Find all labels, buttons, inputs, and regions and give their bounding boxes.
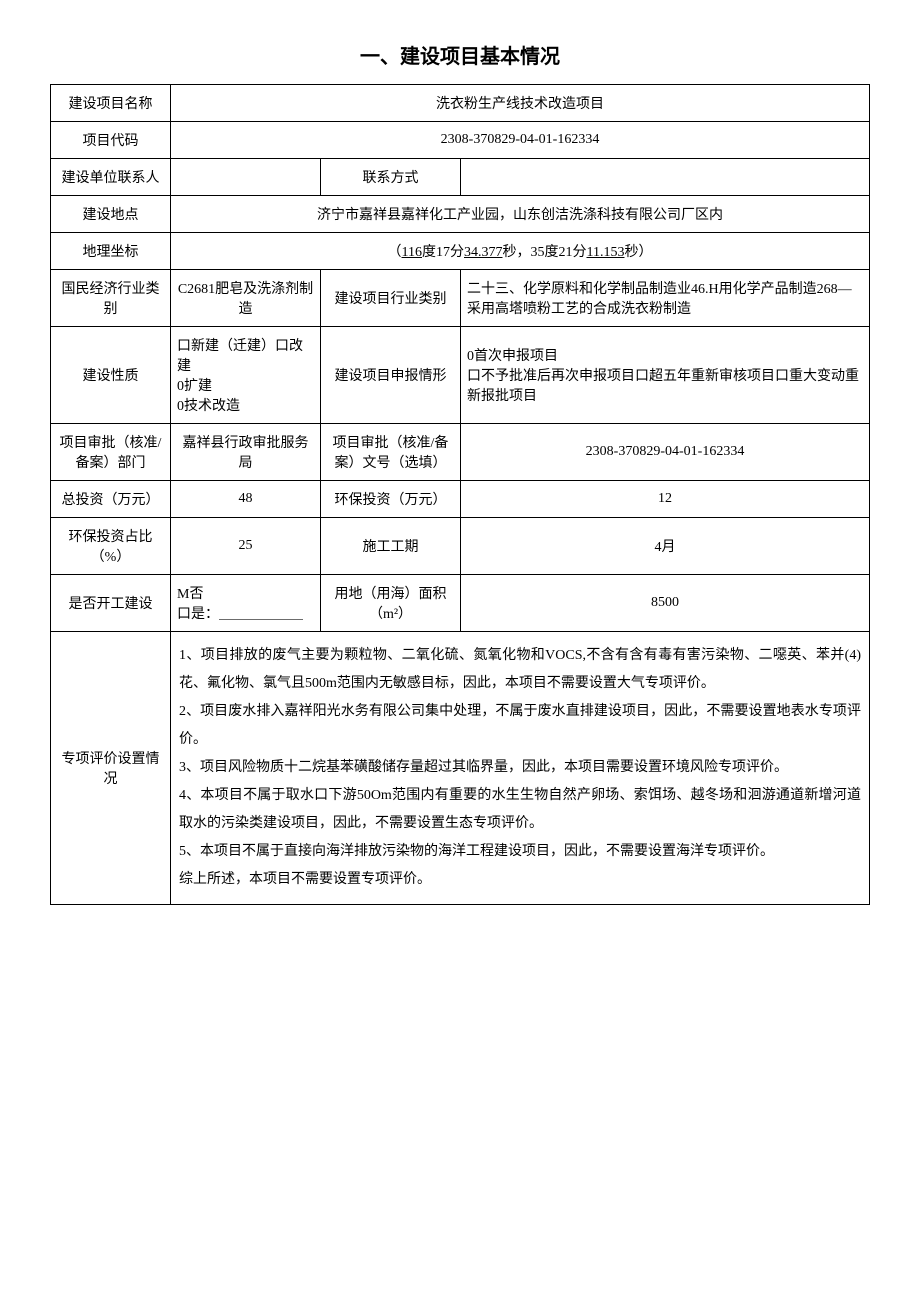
label-contact-method: 联系方式 — [321, 159, 461, 196]
value-project-name: 洗衣粉生产线技术改造项目 — [171, 85, 870, 122]
value-industry-class: 二十三、化学原料和化学制品制造业46.H用化学产品制造268—采用高塔喷粉工艺的… — [461, 270, 870, 327]
label-env-ratio: 环保投资占比（%） — [51, 518, 171, 575]
value-declare: 0首次申报项目 口不予批准后再次申报项目口超五年重新审核项目口重大变动重新报批项… — [461, 327, 870, 424]
value-env-invest: 12 — [461, 481, 870, 518]
value-nature: 口新建（迁建）口改建 0扩建 0技术改造 — [171, 327, 321, 424]
value-contact — [171, 159, 321, 196]
value-land-area: 8500 — [461, 575, 870, 632]
value-econ-class: C2681肥皂及洗涤剂制造 — [171, 270, 321, 327]
label-land-area: 用地（用海）面积（m²） — [321, 575, 461, 632]
label-duration: 施工工期 — [321, 518, 461, 575]
value-contact-method — [461, 159, 870, 196]
value-duration: 4月 — [461, 518, 870, 575]
label-project-code: 项目代码 — [51, 122, 171, 159]
label-declare: 建设项目申报情形 — [321, 327, 461, 424]
page-title: 一、建设项目基本情况 — [50, 40, 870, 69]
label-econ-class: 国民经济行业类别 — [51, 270, 171, 327]
label-location: 建设地点 — [51, 196, 171, 233]
label-project-name: 建设项目名称 — [51, 85, 171, 122]
label-approval-dept: 项目审批（核准/备案）部门 — [51, 424, 171, 481]
value-approval-dept: 嘉祥县行政审批服务局 — [171, 424, 321, 481]
value-env-ratio: 25 — [171, 518, 321, 575]
label-nature: 建设性质 — [51, 327, 171, 424]
value-total-invest: 48 — [171, 481, 321, 518]
value-project-code: 2308-370829-04-01-162334 — [171, 122, 870, 159]
label-contact: 建设单位联系人 — [51, 159, 171, 196]
label-env-invest: 环保投资（万元） — [321, 481, 461, 518]
value-special: 1、项目排放的废气主要为颗粒物、二氧化硫、氮氧化物和VOCS,不含有含有毒有害污… — [171, 632, 870, 905]
label-coords: 地理坐标 — [51, 233, 171, 270]
label-industry-class: 建设项目行业类别 — [321, 270, 461, 327]
value-approval-no: 2308-370829-04-01-162334 — [461, 424, 870, 481]
project-info-table: 建设项目名称 洗衣粉生产线技术改造项目 项目代码 2308-370829-04-… — [50, 84, 870, 905]
value-coords: （116度17分34.377秒，35度21分11.153秒） — [171, 233, 870, 270]
label-total-invest: 总投资（万元） — [51, 481, 171, 518]
label-special: 专项评价设置情况 — [51, 632, 171, 905]
label-approval-no: 项目审批（核准/备案）文号（选填） — [321, 424, 461, 481]
value-location: 济宁市嘉祥县嘉祥化工产业园，山东创洁洗涤科技有限公司厂区内 — [171, 196, 870, 233]
label-started: 是否开工建设 — [51, 575, 171, 632]
value-started: M否 口是：＿＿＿＿＿＿ — [171, 575, 321, 632]
